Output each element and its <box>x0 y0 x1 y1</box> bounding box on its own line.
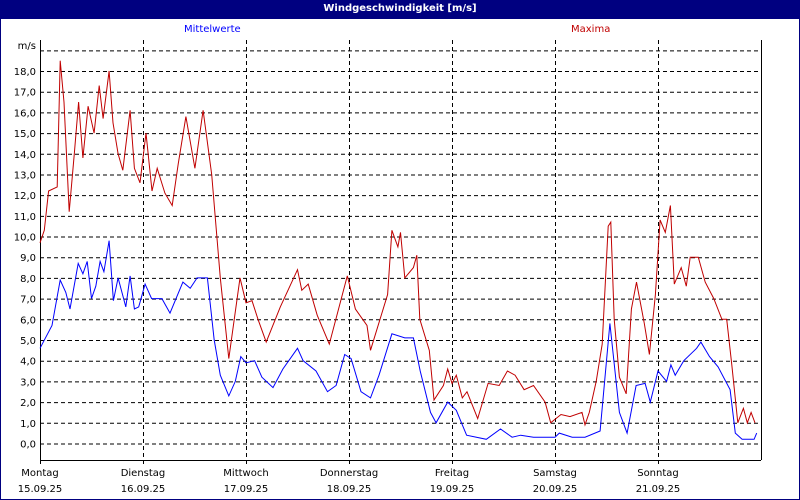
x-tick-day: Dienstag <box>121 468 166 479</box>
x-tick-date: 17.09.25 <box>224 484 269 495</box>
x-tick-date: 21.09.25 <box>636 484 681 495</box>
x-tick-date: 15.09.25 <box>18 484 63 495</box>
x-tick-day: Samstag <box>533 468 577 479</box>
y-axis-unit: m/s <box>18 41 36 52</box>
x-tick-date: 20.09.25 <box>533 484 578 495</box>
series-line-maxima <box>39 60 756 427</box>
x-tick-day: Donnerstag <box>320 468 378 479</box>
y-tick-label: 18,0 <box>14 67 36 78</box>
y-tick-label: 8,0 <box>20 274 36 285</box>
x-tick-date: 19.09.25 <box>430 484 475 495</box>
x-tick-day: Mittwoch <box>223 468 268 479</box>
x-tick-date: 18.09.25 <box>327 484 372 495</box>
x-tick-day: Freitag <box>435 468 469 479</box>
x-tick-day: Montag <box>21 468 58 479</box>
y-tick-label: 12,0 <box>14 191 36 202</box>
x-tick-date: 16.09.25 <box>121 484 166 495</box>
y-tick-label: 7,0 <box>20 295 36 306</box>
legend-mittelwerte: Mittelwerte <box>184 24 241 35</box>
y-tick-label: 17,0 <box>14 88 36 99</box>
y-tick-label: 5,0 <box>20 336 36 347</box>
y-tick-label: 13,0 <box>14 170 36 181</box>
y-tick-label: 6,0 <box>20 315 36 326</box>
y-tick-label: 15,0 <box>14 129 36 140</box>
y-tick-label: 3,0 <box>20 377 36 388</box>
y-tick-label: 1,0 <box>20 419 36 430</box>
y-tick-label: 0,0 <box>20 439 36 450</box>
y-tick-label: 11,0 <box>14 212 36 223</box>
y-tick-label: 2,0 <box>20 398 36 409</box>
y-tick-label: 9,0 <box>20 253 36 264</box>
y-tick-label: 16,0 <box>14 108 36 119</box>
y-tick-label: 14,0 <box>14 150 36 161</box>
y-tick-label: 10,0 <box>14 233 36 244</box>
legend-maxima: Maxima <box>571 24 611 35</box>
window-title: Windgeschwindigkeit [m/s] <box>0 0 800 19</box>
y-tick-label: 4,0 <box>20 357 36 368</box>
x-tick-day: Sonntag <box>637 468 679 479</box>
series-line-mittelwerte <box>39 240 758 440</box>
